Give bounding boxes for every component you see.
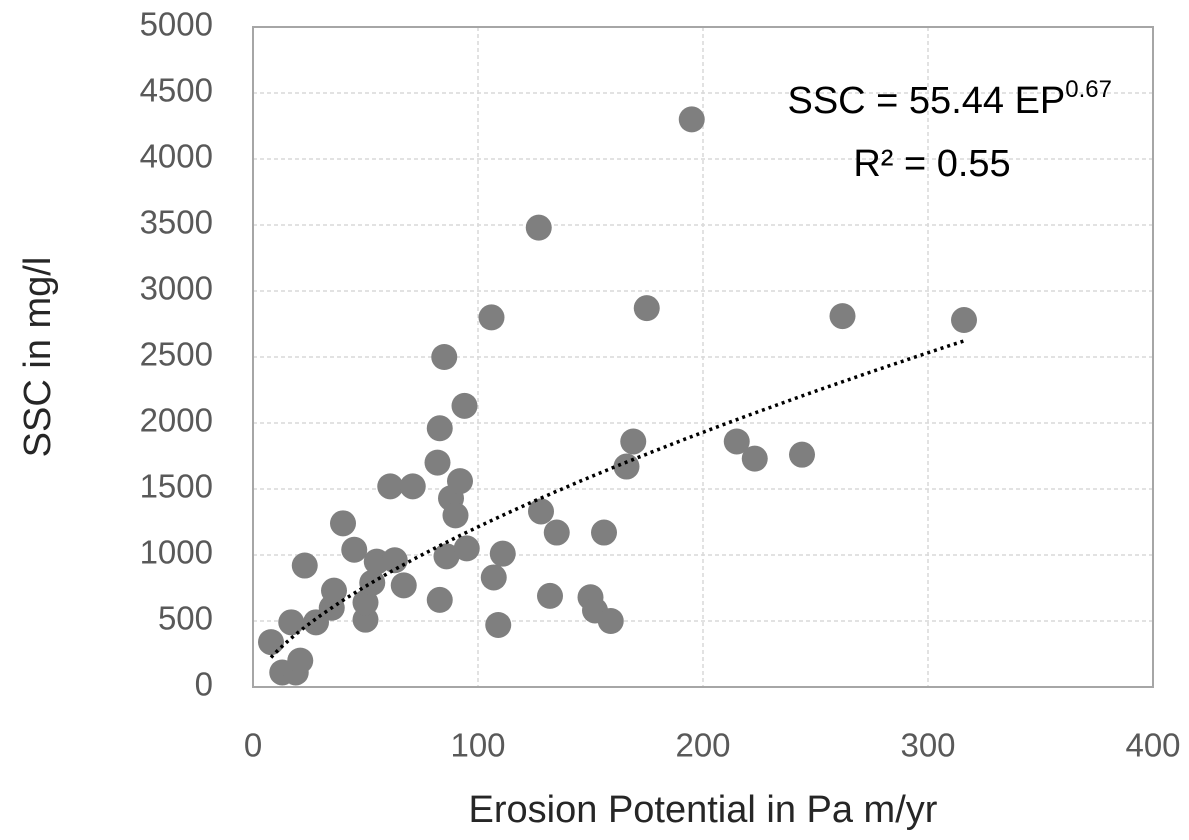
point	[321, 577, 347, 604]
point	[591, 519, 617, 546]
point	[431, 344, 458, 370]
y-tick-label: 1000	[140, 534, 213, 571]
point	[528, 498, 554, 525]
y-tick-label: 500	[158, 600, 213, 637]
point	[537, 582, 563, 609]
point	[453, 535, 480, 562]
point	[278, 609, 305, 636]
point	[829, 303, 856, 330]
y-tick-label: 3000	[140, 270, 213, 307]
point	[480, 564, 507, 591]
point	[291, 552, 318, 579]
point	[489, 540, 516, 567]
equation-exponent: 0.67	[1065, 76, 1112, 103]
point	[390, 572, 417, 599]
y-tick-label: 4500	[140, 72, 213, 109]
point	[951, 307, 977, 334]
y-tick-label: 5000	[140, 6, 213, 43]
point	[399, 473, 426, 500]
point	[525, 214, 552, 241]
x-tick-label: 100	[450, 727, 505, 764]
point	[381, 547, 408, 574]
x-tick-label: 0	[244, 727, 262, 764]
point	[442, 502, 469, 529]
point	[723, 428, 750, 455]
point	[330, 510, 356, 537]
x-axis-title: Erosion Potential in Pa m/yr	[469, 789, 938, 831]
r-squared: R² = 0.55	[853, 143, 1010, 185]
y-tick-label: 3500	[140, 204, 213, 241]
equation-text: SSC = 55.44 EP	[787, 80, 1065, 122]
x-tick-label: 300	[900, 727, 955, 764]
point	[287, 647, 314, 674]
x-tick-label: 200	[675, 727, 730, 764]
point	[597, 608, 624, 634]
y-tick-label: 0	[195, 666, 213, 703]
trendline	[269, 339, 965, 659]
y-tick-label: 4000	[140, 138, 213, 175]
point	[426, 586, 453, 613]
point	[741, 445, 768, 472]
point	[633, 295, 660, 322]
x-tick-label: 400	[1125, 727, 1180, 764]
y-tick-label: 1500	[140, 468, 213, 505]
y-axis-title: SSC in mg/l	[17, 257, 59, 458]
plot-border	[252, 26, 1154, 688]
y-tick-label: 2500	[140, 336, 213, 373]
point	[789, 441, 815, 468]
plot-area: 0500100015002000250030003500400045005000…	[140, 6, 1181, 764]
point	[258, 629, 284, 656]
point	[433, 543, 460, 570]
point	[377, 473, 404, 500]
point	[613, 453, 640, 480]
y-tick-label: 2000	[140, 402, 213, 439]
point	[424, 449, 451, 476]
point	[426, 415, 453, 442]
equation: SSC = 55.44 EP0.67	[787, 76, 1112, 122]
point	[451, 392, 478, 419]
point	[485, 611, 512, 638]
point	[678, 106, 705, 133]
point	[341, 536, 368, 563]
point	[543, 519, 570, 546]
point	[620, 428, 647, 455]
point	[447, 468, 473, 495]
point	[478, 304, 505, 331]
point	[352, 589, 379, 616]
